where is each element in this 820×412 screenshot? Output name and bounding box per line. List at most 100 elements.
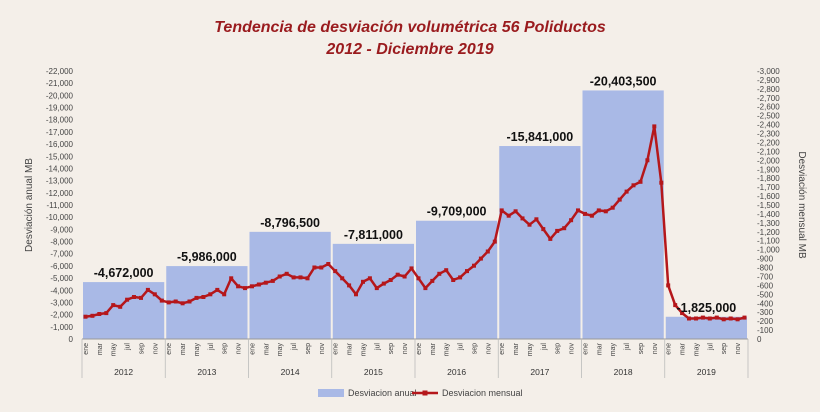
month-tick-label: sep [721,343,728,354]
monthly-point [236,284,241,289]
monthly-point [652,124,657,129]
legend-label-monthly: Desviacion mensual [442,388,523,398]
monthly-point [291,275,296,280]
month-tick-label: ene [166,343,173,355]
month-tick-label: mar [680,342,687,355]
right-axis-ticks: 0-100-200-300-400-500-600-700-800-900-1,… [757,67,780,344]
monthly-point [374,286,379,291]
right-tick-label: -1,100 [757,237,780,246]
month-tick-label: mar [180,342,187,355]
month-tick-label: jul [624,343,631,351]
monthly-point [451,278,456,282]
annual-bar-label: -7,811,000 [344,228,403,242]
month-tick-label: may [111,343,118,357]
monthly-point [548,236,553,241]
monthly-point [284,271,289,276]
month-tick-label: mar [347,342,354,355]
left-axis-ticks: 0 -1,000 -2,000 -3,000 -4,000 -5,000 -6,000 -7,… [46,67,74,344]
monthly-point [402,274,407,279]
right-tick-label: -2,600 [757,103,780,112]
monthly-point [166,300,171,305]
monthly-point [111,303,116,308]
monthly-point [222,292,227,297]
monthly-point [125,297,130,302]
monthly-point [680,311,685,316]
year-label: 2014 [281,367,300,377]
left-tick-label: -2,000 [50,311,73,320]
monthly-point [312,265,317,270]
monthly-point [416,276,421,281]
left-tick-label: -18,000 [46,116,74,125]
monthly-point [645,158,650,163]
right-tick-label: -900 [757,255,774,264]
left-tick-label: -4,000 [50,286,73,295]
right-tick-label: -1,200 [757,228,780,237]
month-tick-label: sep [638,343,645,354]
monthly-point [139,295,143,300]
right-tick-label: -400 [757,299,774,308]
left-tick-label: -10,000 [46,213,74,222]
monthly-point [347,283,352,288]
month-tick-label: may [277,343,284,357]
year-label: 2016 [447,367,466,377]
legend-swatch-annual [318,389,344,397]
month-tick-label: ene [333,343,340,355]
monthly-point [173,299,178,304]
right-tick-label: -200 [757,317,774,326]
right-tick-label: -500 [757,290,774,299]
month-tick-label: mar [513,342,520,355]
monthly-point [610,205,615,210]
monthly-point [430,278,435,283]
right-tick-label: -1,600 [757,192,780,201]
year-label: 2012 [114,367,133,377]
monthly-line [83,124,747,322]
monthly-point [208,292,213,297]
monthly-point [159,298,164,303]
month-tick-label: nov [319,343,326,355]
annual-bar-label: -5,986,000 [177,250,237,264]
annual-bar [582,90,664,339]
left-tick-label: -1,000 [50,323,73,332]
month-tick-label: jul [125,343,132,351]
monthly-point [728,316,733,321]
monthly-point [735,317,740,322]
month-tick-label: may [360,343,367,357]
monthly-point [700,315,705,320]
right-tick-label: -100 [757,326,774,335]
right-tick-label: -2,900 [757,76,780,85]
monthly-point [118,304,123,309]
right-tick-label: -2,100 [757,147,780,156]
month-tick-label: sep [388,343,395,354]
left-tick-label: -9,000 [50,225,73,234]
right-tick-label: -1,700 [757,183,780,192]
monthly-point [256,282,261,287]
monthly-point [596,208,601,213]
monthly-point [465,269,469,274]
month-tick-label: nov [402,343,409,355]
monthly-point [659,180,664,185]
month-tick-label: nov [735,343,742,355]
monthly-point [201,295,206,299]
left-tick-label: -5,000 [50,274,73,283]
monthly-point [492,239,497,244]
month-tick-label: sep [305,343,312,354]
month-tick-label: mar [97,342,104,355]
monthly-point [485,249,490,254]
month-tick-label: nov [152,343,159,355]
month-tick-label: nov [652,343,659,355]
right-tick-label: -1,500 [757,201,780,210]
left-tick-label: -22,000 [46,67,74,76]
monthly-point [687,316,691,321]
left-axis-title: Desviación anual MB [24,158,35,252]
monthly-point [583,211,587,216]
right-tick-label: -2,500 [757,112,780,121]
monthly-point [243,286,247,291]
month-tick-label: ene [83,343,90,355]
legend-swatch-monthly-marker [422,390,428,396]
left-tick-label: -3,000 [50,298,73,307]
monthly-point [527,222,532,227]
monthly-point [194,295,199,300]
